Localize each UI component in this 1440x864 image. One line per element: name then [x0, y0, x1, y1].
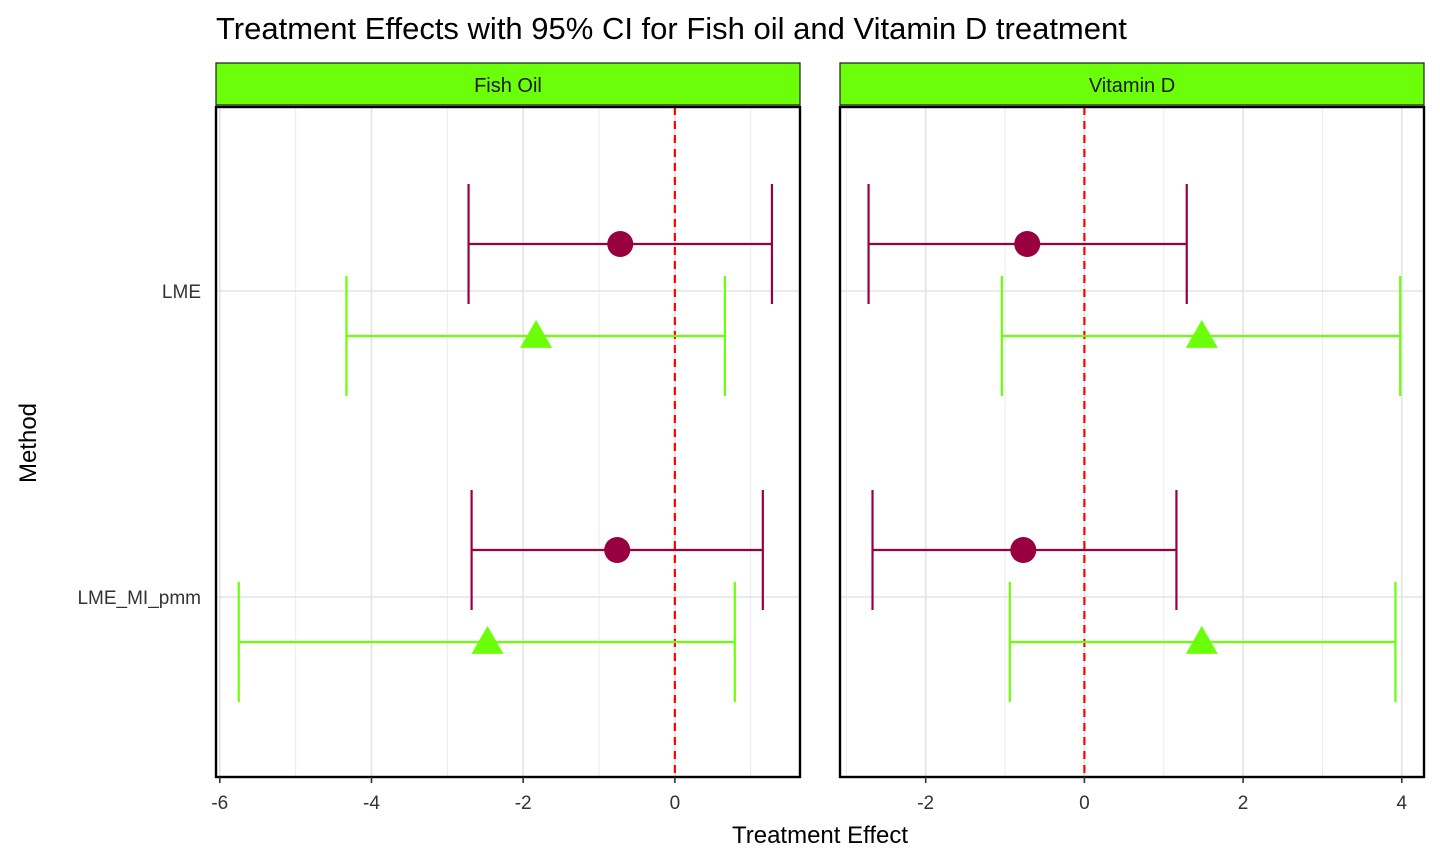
chart-title: Treatment Effects with 95% CI for Fish o… [216, 11, 1127, 46]
x-tick-label: -6 [211, 793, 228, 814]
x-tick-label: -2 [917, 793, 934, 814]
estimate-point-triangle [520, 319, 553, 348]
panel-fish-oil: Fish Oil -6 -4 -2 0 [211, 62, 802, 814]
x-tick-label: 2 [1238, 793, 1249, 814]
y-tick-label: LME [162, 282, 201, 303]
estimate-point-triangle [1185, 319, 1218, 348]
facet-strip [839, 62, 1425, 106]
y-axis-title: Method [15, 403, 42, 483]
y-axis-ticks: LME LME_MI_pmm [77, 282, 201, 609]
x-tick-label: -4 [363, 793, 380, 814]
panel-vitamin-d: Vitamin D -2 0 2 4 [838, 62, 1426, 814]
facet-strip-label: Vitamin D [1089, 75, 1175, 97]
x-tick-label: -2 [515, 793, 532, 814]
y-tick-label: LME_MI_pmm [77, 588, 201, 609]
x-tick-label: 4 [1396, 793, 1407, 814]
estimate-point-circle [1014, 231, 1041, 257]
panel-border [838, 105, 1426, 779]
x-axis-title: Treatment Effect [732, 822, 908, 849]
x-tick-label: 0 [670, 793, 681, 814]
estimate-point-triangle [471, 625, 504, 654]
estimate-point-circle [1010, 537, 1037, 563]
facet-strip [215, 62, 801, 106]
facet-strip-label: Fish Oil [474, 75, 542, 97]
estimate-point-triangle [1185, 625, 1218, 654]
panel-border [214, 105, 802, 779]
estimate-point-circle [607, 231, 634, 257]
panels: Fish Oil -6 -4 -2 0 Vitamin D -2 0 2 4 [211, 62, 1426, 814]
x-tick-label: 0 [1079, 793, 1090, 814]
estimate-point-circle [604, 537, 631, 563]
